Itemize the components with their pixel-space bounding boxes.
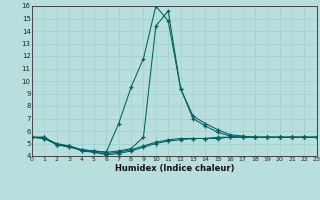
X-axis label: Humidex (Indice chaleur): Humidex (Indice chaleur) <box>115 164 234 173</box>
